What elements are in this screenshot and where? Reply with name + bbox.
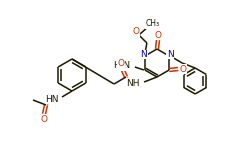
Text: O: O	[180, 64, 187, 74]
Text: CH₃: CH₃	[146, 19, 160, 28]
Text: N: N	[140, 50, 147, 59]
Text: N: N	[167, 50, 173, 59]
Text: O: O	[155, 30, 161, 39]
Text: HN: HN	[46, 95, 59, 104]
Text: NH: NH	[126, 79, 140, 88]
Text: H₂N: H₂N	[113, 61, 130, 70]
Text: O: O	[118, 58, 125, 67]
Text: O: O	[132, 27, 139, 36]
Text: O: O	[41, 115, 47, 124]
